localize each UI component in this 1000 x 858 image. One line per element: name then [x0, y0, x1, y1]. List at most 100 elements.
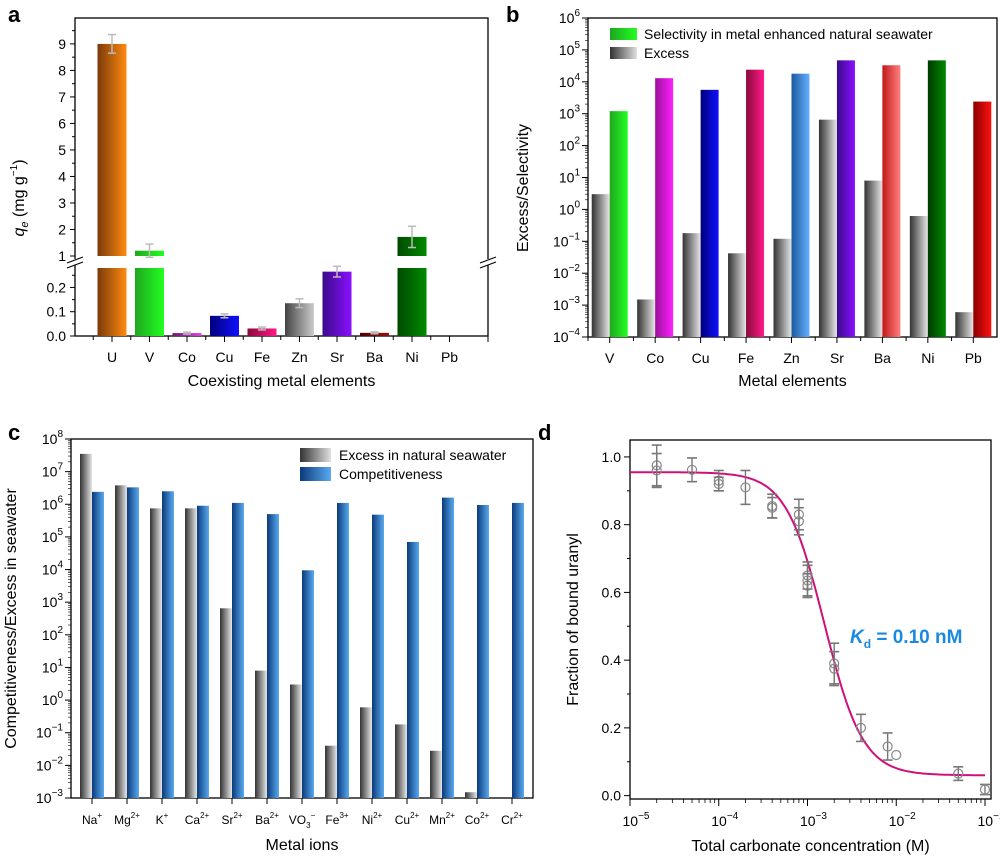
bar-selectivity-Cu	[700, 89, 719, 338]
data-point	[793, 516, 804, 527]
x-tick-label: Ba	[366, 349, 383, 365]
y-tick-label: 104	[42, 560, 64, 578]
y-tick-label: 8	[58, 62, 66, 78]
legend-swatch	[610, 28, 637, 40]
y-tick-label: 100	[559, 199, 581, 217]
y-tick-label: 104	[559, 72, 581, 90]
chart-panel-a: 1 2 3 4 5 6 7 8 9 0.0 0.1 0.2 U V Co Cu Fe Zn Sr Ba Ni Pb Coex…	[9, 17, 497, 390]
bar-Fe	[247, 328, 277, 336]
y-tick-label: 10−3	[36, 788, 63, 806]
x-tick-label: 10−3	[800, 811, 827, 829]
y-tick-label: 101	[559, 168, 581, 186]
y-tick-label: 1.0	[602, 449, 622, 465]
bar-U-upper	[97, 43, 127, 256]
panel-label-c: c	[8, 420, 20, 445]
x-tick-label: Pb	[441, 349, 458, 365]
y-tick-label: 6	[58, 115, 66, 131]
legend-label: Excess	[644, 45, 689, 61]
x-tick-label: V	[605, 350, 615, 366]
y-tick-label: 0.6	[602, 584, 622, 600]
x-tick-label: VO3−	[289, 811, 316, 830]
x-tick-label: V	[145, 349, 155, 365]
x-axis-label: Coexisting metal elements	[188, 373, 376, 390]
x-axis-label: Metal elements	[738, 373, 847, 390]
bar-competitiveness-Cu	[407, 541, 419, 798]
y-tick-label: 0.0	[602, 788, 622, 804]
y-tick-label: 4	[58, 168, 66, 184]
bar-excess-V	[591, 194, 610, 337]
bar-excess-Pb	[955, 312, 974, 337]
y-tick-label: 1	[58, 248, 66, 264]
y-tick-label: 105	[42, 527, 64, 545]
y-tick-label: 102	[42, 625, 64, 643]
y-tick-label: 103	[559, 104, 581, 122]
bar-Ni-lower	[397, 268, 427, 336]
x-tick-label: Ni	[405, 349, 418, 365]
y-tick-label: 7	[58, 89, 66, 105]
y-tick-label: 107	[42, 462, 64, 480]
x-tick-label: Ba2+	[255, 811, 279, 827]
y-tick-label: 10−1	[553, 231, 580, 249]
data-point	[979, 784, 991, 795]
panel-label-b: b	[506, 2, 519, 27]
bar-Cu	[210, 315, 239, 336]
axis-break-mark	[66, 256, 84, 264]
y-tick-label: 0.2	[47, 279, 67, 295]
bar-competitiveness-Sr	[232, 502, 244, 798]
x-tick-label: Mn2+	[429, 811, 455, 827]
data-point	[953, 768, 964, 779]
axis-break-mark	[66, 261, 84, 269]
bar-competitiveness-Na	[92, 491, 104, 798]
y-tick-label: 0.0	[47, 328, 67, 344]
y-tick-label: 100	[42, 690, 64, 708]
panel-label-a: a	[8, 2, 21, 27]
data-point	[686, 464, 698, 475]
x-tick-label: Sr	[330, 349, 344, 365]
chart-panel-d: 0.0 0.2 0.4 0.6 0.8 1.0 10−5 10−4 10−3 10−2 10−1 Kd…	[565, 439, 1000, 855]
bar-excess-Ba	[864, 180, 883, 337]
x-tick-label: Pb	[965, 350, 982, 366]
axis-break-gap	[71, 259, 492, 265]
axis-break-mark	[479, 261, 497, 269]
bar-excess-Mg	[115, 485, 127, 798]
bar-selectivity-Pb	[973, 101, 992, 337]
x-tick-label: Fe3+	[325, 811, 348, 827]
bar-selectivity-Ni	[927, 60, 946, 337]
fit-curve	[630, 471, 985, 777]
legend-label: Excess in natural seawater	[339, 447, 507, 463]
legend-label: Competitiveness	[339, 466, 443, 482]
x-tick-label: U	[107, 349, 117, 365]
x-tick-label: Cu2+	[395, 811, 420, 827]
legend-label: Selectivity in metal enhanced natural se…	[644, 26, 933, 42]
bar-excess-Ca	[185, 508, 197, 798]
data-point	[651, 465, 662, 476]
data-point	[882, 741, 893, 752]
y-axis-label: Competitiveness/Excess in seawater	[3, 488, 20, 749]
plot-frame	[74, 17, 489, 337]
x-tick-label: Co2+	[465, 811, 490, 827]
plot-frame	[629, 439, 992, 800]
y-axis-label: qe (mg g−1)	[9, 159, 31, 236]
x-tick-label: 10−4	[711, 811, 738, 829]
y-tick-label: 106	[42, 494, 64, 512]
x-tick-label: K+	[156, 811, 169, 827]
bar-excess-Fe	[728, 253, 747, 337]
bar-selectivity-Sr	[836, 60, 855, 337]
y-tick-label: 108	[42, 429, 64, 447]
bar-selectivity-Co	[655, 78, 674, 337]
x-tick-label: Cr2+	[501, 811, 523, 827]
chart-panel-c: 10−3 10−2 10−1 100 101 102 103 104 105 106 107 108 N…	[3, 429, 534, 854]
x-tick-label: Co	[646, 350, 664, 366]
y-tick-label: 9	[58, 36, 66, 52]
bar-excess-Zn	[773, 238, 792, 337]
legend-swatch	[300, 448, 331, 462]
y-tick-label: 103	[42, 592, 64, 610]
data-point	[829, 663, 840, 674]
data-point	[713, 478, 724, 490]
bar-Zn	[285, 303, 314, 336]
bar-excess-Ni	[909, 216, 928, 337]
x-tick-label: 10−2	[889, 811, 916, 829]
bar-competitiveness-Ni	[372, 514, 384, 798]
y-tick-label: 106	[559, 8, 581, 26]
